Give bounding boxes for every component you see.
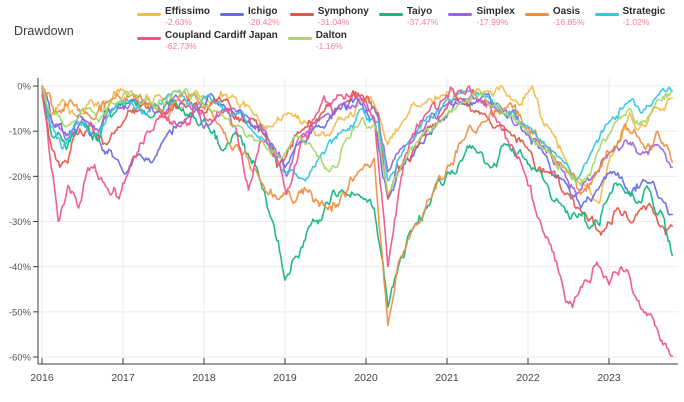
legend-swatch [594, 13, 619, 16]
x-tick-label: 2023 [597, 372, 621, 384]
legend-series-value: -1.02% [622, 16, 650, 27]
legend-swatch [524, 13, 549, 16]
legend-item-ichigo[interactable]: Ichigo -28.42% [220, 6, 280, 27]
series-line-oasis[interactable] [41, 85, 674, 327]
legend-series-name: Simplex [476, 6, 515, 17]
legend-series-value: -1.16% [315, 40, 343, 51]
x-tick-label: 2018 [192, 372, 216, 384]
legend-series-value: -16.85% [552, 16, 585, 27]
series-line-strategic[interactable] [41, 85, 674, 182]
x-tick-label: 2021 [435, 372, 459, 384]
legend-series-name: Oasis [552, 6, 581, 17]
y-tick-label: -50% [9, 307, 32, 318]
legend-series-name: Taiyo [406, 6, 433, 17]
y-tick-label: -10% [9, 127, 32, 138]
x-tick-label: 2019 [273, 372, 297, 384]
legend-series-name: Strategic [622, 6, 666, 17]
y-tick-label: -30% [9, 217, 32, 228]
x-tick-label: 2017 [111, 372, 135, 384]
legend-item-effissimo[interactable]: Effissimo -2.63% [137, 6, 210, 27]
x-tick-label: 2016 [30, 372, 54, 384]
legend-swatch [289, 13, 314, 16]
series-line-coupland-cardiff-japan[interactable] [41, 85, 674, 357]
legend-swatch [220, 13, 245, 16]
legend-series-value: -37.47% [406, 16, 439, 27]
legend-series-value: -28.42% [248, 16, 280, 27]
legend: Effissimo -2.63% Ichigo -28.42% Symphony -31.… [137, 6, 682, 55]
series-line-dalton[interactable] [41, 85, 674, 196]
y-tick-label: -40% [9, 262, 32, 273]
legend-item-simplex[interactable]: Simplex -17.99% [448, 6, 515, 27]
legend-swatch [287, 37, 312, 41]
legend-series-value: -2.63% [165, 16, 192, 27]
legend-swatch [137, 37, 161, 41]
legend-item-symphony[interactable]: Symphony -31.04% [289, 6, 369, 27]
legend-series-name: Symphony [317, 6, 369, 17]
legend-row-2: Coupland Cardiff Japan -62.73% Dalton -1.16… [137, 30, 682, 51]
legend-series-name: Dalton [315, 30, 347, 42]
legend-swatch [137, 13, 161, 16]
series-line-ichigo[interactable] [41, 85, 674, 216]
legend-swatch [448, 13, 473, 16]
legend-series-name: Effissimo [165, 6, 211, 17]
y-tick-label: -60% [9, 353, 32, 364]
x-tick-label: 2020 [354, 372, 378, 384]
x-tick-label: 2022 [516, 372, 540, 384]
series-line-taiyo[interactable] [41, 85, 674, 309]
legend-item-coupland-cardiff-japan[interactable]: Coupland Cardiff Japan -62.73% [137, 30, 278, 51]
y-tick-label: 0% [17, 82, 31, 93]
legend-series-value: -17.99% [476, 16, 509, 27]
legend-item-strategic[interactable]: Strategic -1.02% [594, 6, 666, 27]
legend-item-taiyo[interactable]: Taiyo -37.47% [378, 6, 439, 27]
legend-series-value: -62.73% [165, 40, 197, 51]
legend-row-1: Effissimo -2.63% Ichigo -28.42% Symphony -31.… [137, 6, 682, 27]
y-tick-label: -20% [9, 172, 32, 183]
legend-item-oasis[interactable]: Oasis -16.85% [524, 6, 585, 27]
legend-series-value: -31.04% [317, 16, 350, 27]
legend-series-name: Coupland Cardiff Japan [165, 30, 278, 42]
legend-swatch [378, 13, 403, 16]
legend-series-name: Ichigo [248, 6, 278, 17]
series-line-symphony[interactable] [41, 89, 674, 236]
legend-item-dalton[interactable]: Dalton -1.16% [287, 30, 347, 51]
chart-title: Drawdown [14, 24, 74, 38]
